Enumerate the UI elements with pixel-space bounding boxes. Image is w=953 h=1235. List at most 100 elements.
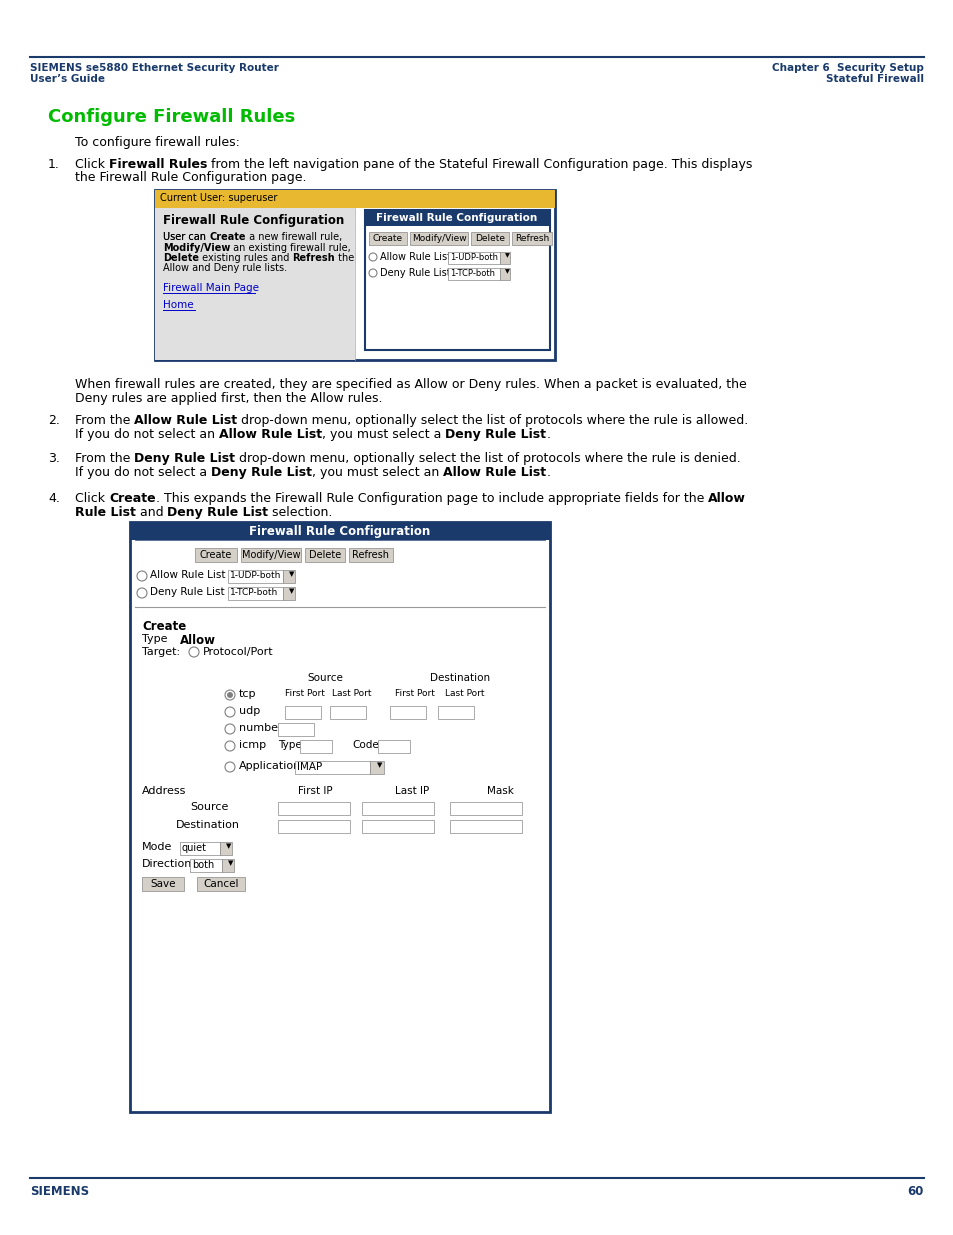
Text: Cancel: Cancel xyxy=(203,879,238,889)
Text: ▼: ▼ xyxy=(289,571,294,577)
Bar xyxy=(294,761,370,774)
Circle shape xyxy=(225,741,234,751)
Circle shape xyxy=(227,692,233,698)
Circle shape xyxy=(189,647,199,657)
Bar xyxy=(410,232,468,245)
Text: the Firewall Rule Configuration page.: the Firewall Rule Configuration page. xyxy=(75,170,306,184)
Text: an existing firewall rule,: an existing firewall rule, xyxy=(230,243,351,253)
Bar xyxy=(365,210,550,350)
Bar xyxy=(365,210,550,226)
Text: ▼: ▼ xyxy=(504,253,509,258)
Text: 1-UDP-both: 1-UDP-both xyxy=(230,571,281,580)
Text: Chapter 6  Security Setup: Chapter 6 Security Setup xyxy=(771,63,923,73)
Circle shape xyxy=(137,571,147,580)
Text: Create: Create xyxy=(373,233,402,243)
Text: 60: 60 xyxy=(906,1186,923,1198)
Bar xyxy=(194,548,236,562)
Text: Delete: Delete xyxy=(163,253,199,263)
Text: Destination: Destination xyxy=(430,673,490,683)
Bar xyxy=(369,232,407,245)
Bar xyxy=(130,522,550,540)
Text: Source: Source xyxy=(190,802,228,811)
Text: Deny Rule List: Deny Rule List xyxy=(445,429,546,441)
Text: Home: Home xyxy=(163,300,193,310)
Text: 3.: 3. xyxy=(48,452,60,466)
Text: ▼: ▼ xyxy=(228,860,233,866)
Text: drop-down menu, optionally select the list of protocols where the rule is allowe: drop-down menu, optionally select the li… xyxy=(237,414,748,427)
Bar xyxy=(370,761,384,774)
Text: Refresh: Refresh xyxy=(515,233,549,243)
Bar xyxy=(499,252,510,264)
Text: Allow Rule List: Allow Rule List xyxy=(379,252,451,262)
Text: Firewall Rule Configuration: Firewall Rule Configuration xyxy=(376,212,537,224)
Text: ▼: ▼ xyxy=(504,269,509,274)
Text: First Port: First Port xyxy=(285,689,325,698)
Text: Stateful Firewall: Stateful Firewall xyxy=(825,74,923,84)
Bar xyxy=(154,207,355,359)
Circle shape xyxy=(225,706,234,718)
Bar xyxy=(349,548,393,562)
Text: Application: Application xyxy=(239,761,301,771)
Bar xyxy=(130,522,550,1112)
Text: SIEMENS se5880 Ethernet Security Router: SIEMENS se5880 Ethernet Security Router xyxy=(30,63,278,73)
Text: existing rules and: existing rules and xyxy=(199,253,293,263)
Bar xyxy=(285,706,320,719)
Text: Deny rules are applied first, then the Allow rules.: Deny rules are applied first, then the A… xyxy=(75,391,382,405)
Bar xyxy=(277,802,350,815)
Text: 1-TCP-both: 1-TCP-both xyxy=(450,269,495,278)
Bar xyxy=(277,722,314,736)
Text: . This expands the Firewall Rule Configuration page to include appropriate field: . This expands the Firewall Rule Configu… xyxy=(155,492,707,505)
Text: Last Port: Last Port xyxy=(332,689,372,698)
Bar xyxy=(154,190,555,207)
Text: ▼: ▼ xyxy=(289,588,294,594)
Bar xyxy=(448,252,499,264)
Text: .: . xyxy=(546,466,550,479)
Text: from the left navigation pane of the Stateful Firewall Configuration page. This : from the left navigation pane of the Sta… xyxy=(207,158,752,170)
Text: both: both xyxy=(192,860,214,869)
Bar xyxy=(450,820,521,832)
Bar xyxy=(190,860,222,872)
Text: Modify/View: Modify/View xyxy=(241,550,300,559)
Bar xyxy=(361,820,434,832)
Text: ▼: ▼ xyxy=(226,844,232,848)
Text: Allow and Deny rule lists.: Allow and Deny rule lists. xyxy=(163,263,287,273)
Bar xyxy=(277,820,350,832)
Text: Create: Create xyxy=(199,550,232,559)
Text: IMAP: IMAP xyxy=(296,762,322,772)
Text: Modify/View: Modify/View xyxy=(412,233,466,243)
Text: Delete: Delete xyxy=(309,550,341,559)
Bar xyxy=(228,571,283,583)
Bar xyxy=(305,548,345,562)
Circle shape xyxy=(369,269,376,277)
Text: If you do not select a: If you do not select a xyxy=(75,466,211,479)
Text: Allow: Allow xyxy=(180,634,215,647)
Text: First Port: First Port xyxy=(395,689,435,698)
Text: Save: Save xyxy=(150,879,175,889)
Text: Deny Rule List: Deny Rule List xyxy=(379,268,450,278)
Text: Deny Rule List: Deny Rule List xyxy=(211,466,312,479)
Bar xyxy=(228,587,283,600)
Bar xyxy=(437,706,474,719)
Text: Allow Rule List: Allow Rule List xyxy=(219,429,322,441)
Text: Refresh: Refresh xyxy=(352,550,389,559)
Text: , you must select an: , you must select an xyxy=(312,466,443,479)
Text: User’s Guide: User’s Guide xyxy=(30,74,105,84)
Text: Address: Address xyxy=(142,785,186,797)
Text: Direction: Direction xyxy=(142,860,193,869)
Text: tcp: tcp xyxy=(239,689,256,699)
Text: .: . xyxy=(546,429,550,441)
Text: Allow Rule List: Allow Rule List xyxy=(443,466,546,479)
Text: Modify/View: Modify/View xyxy=(163,243,230,253)
Text: 2.: 2. xyxy=(48,414,60,427)
Bar xyxy=(499,268,510,280)
Text: 1-TCP-both: 1-TCP-both xyxy=(230,588,278,597)
Bar xyxy=(283,587,294,600)
Text: selection.: selection. xyxy=(268,506,333,519)
Text: Delete: Delete xyxy=(475,233,504,243)
Bar xyxy=(222,860,233,872)
Bar xyxy=(361,802,434,815)
Text: Last Port: Last Port xyxy=(445,689,484,698)
Bar xyxy=(330,706,366,719)
Text: , you must select a: , you must select a xyxy=(322,429,445,441)
Text: Firewall Rules: Firewall Rules xyxy=(109,158,207,170)
